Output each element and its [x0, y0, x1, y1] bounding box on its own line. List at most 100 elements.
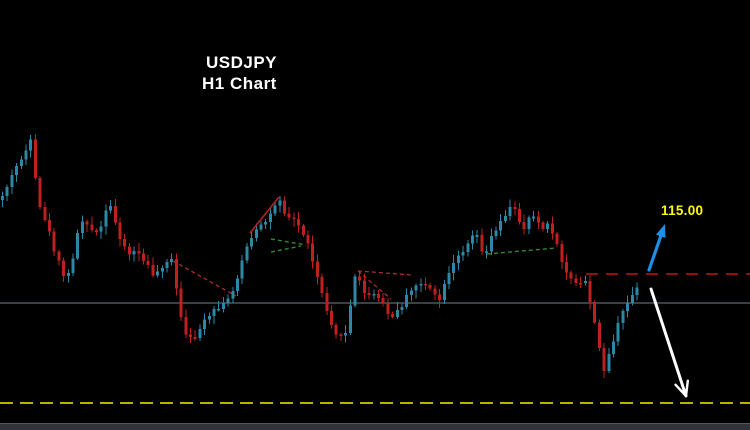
- candle-body: [207, 315, 211, 320]
- candle-body: [555, 233, 559, 244]
- candle-body: [616, 322, 620, 342]
- candle-body: [113, 205, 117, 223]
- candle-body: [499, 220, 503, 231]
- candle-body: [15, 166, 19, 175]
- candle-body: [522, 221, 526, 230]
- candle-body: [132, 251, 136, 255]
- candle-body: [372, 293, 376, 296]
- candle-body: [560, 243, 564, 263]
- candle-body: [518, 209, 521, 222]
- candle-body: [43, 206, 47, 221]
- candle-body: [151, 264, 155, 276]
- candle-body: [607, 353, 611, 372]
- candle-body: [146, 260, 150, 265]
- candle-body: [179, 288, 183, 317]
- candle-body: [90, 224, 94, 231]
- candle-body: [240, 260, 244, 279]
- candle-body: [315, 261, 319, 278]
- candle-body: [348, 305, 352, 333]
- candlesticks: [1, 134, 639, 379]
- candle-body: [612, 341, 615, 354]
- candle-body: [221, 302, 225, 310]
- candle-body: [268, 213, 272, 223]
- chart-timeframe-label: H1 Chart: [202, 74, 277, 93]
- candle-body: [189, 334, 192, 338]
- candle-body: [433, 288, 437, 295]
- candle-body: [236, 278, 239, 292]
- candle-body: [203, 319, 207, 330]
- candle-body: [438, 294, 442, 301]
- candle-body: [583, 280, 587, 284]
- candle-body: [71, 258, 75, 274]
- candle-body: [621, 310, 625, 323]
- candle-body: [184, 316, 188, 335]
- candle-body: [447, 272, 451, 285]
- candle-body: [1, 196, 4, 200]
- candle-body: [536, 216, 540, 223]
- candle-body: [353, 276, 357, 306]
- green-consolidation-line: [486, 247, 557, 255]
- candle-body: [550, 223, 554, 234]
- candle-body: [283, 200, 286, 214]
- candle-body: [193, 337, 197, 339]
- candle-body: [254, 229, 258, 239]
- candle-body: [62, 260, 66, 277]
- candle-body: [278, 200, 282, 206]
- green-pennant-upper: [270, 238, 307, 246]
- candle-body: [29, 139, 33, 151]
- candle-body: [264, 222, 268, 225]
- candle-body: [325, 293, 329, 312]
- candle-body: [461, 251, 465, 256]
- candle-body: [76, 232, 80, 259]
- candle-body: [485, 251, 489, 254]
- rising-solid-trendline: [249, 196, 280, 234]
- chart-symbol-label: USDJPY: [206, 53, 278, 72]
- candle-body: [320, 277, 324, 294]
- candle-body: [635, 287, 639, 295]
- bullish-target-arrow: [647, 224, 666, 272]
- peak-dashed-trendline-lower: [357, 270, 392, 300]
- candle-body: [452, 262, 456, 273]
- bearish-scenario-arrow: [649, 287, 690, 398]
- peak-dashed-trendline-upper: [357, 270, 413, 276]
- candle-body: [630, 294, 634, 303]
- candle-body: [19, 159, 23, 167]
- candle-body: [569, 272, 573, 279]
- candle-body: [217, 309, 221, 311]
- candle-body: [231, 291, 235, 299]
- candle-body: [503, 216, 507, 221]
- candle-body: [48, 220, 51, 232]
- candle-body: [174, 259, 178, 289]
- candle-body: [301, 225, 305, 236]
- candle-body: [546, 223, 550, 230]
- candle-body: [99, 226, 103, 232]
- candle-body: [442, 284, 446, 301]
- candle-body: [344, 332, 348, 336]
- candle-body: [5, 187, 9, 197]
- candle-body: [95, 230, 98, 232]
- candle-body: [475, 235, 479, 237]
- price-target-label: 115.00: [661, 203, 704, 218]
- candle-body: [226, 298, 230, 303]
- candle-body: [400, 307, 404, 310]
- candle-body: [362, 280, 366, 293]
- candle-body: [137, 251, 141, 254]
- candle-body: [405, 295, 409, 308]
- candle-body: [273, 205, 277, 214]
- candle-body: [52, 231, 56, 252]
- candle-body: [80, 221, 84, 233]
- candle-body: [165, 261, 169, 269]
- horizontal-scrollbar[interactable]: [0, 423, 750, 430]
- candle-body: [541, 222, 545, 230]
- candle-body: [626, 302, 630, 311]
- candle-body: [330, 311, 333, 325]
- candle-body: [156, 271, 160, 276]
- candle-body: [10, 174, 14, 188]
- candle-body: [409, 290, 413, 296]
- candle-body: [160, 268, 164, 272]
- candle-body: [377, 293, 380, 298]
- candle-body: [367, 292, 371, 295]
- candle-body: [33, 139, 37, 178]
- candle-body: [471, 235, 474, 244]
